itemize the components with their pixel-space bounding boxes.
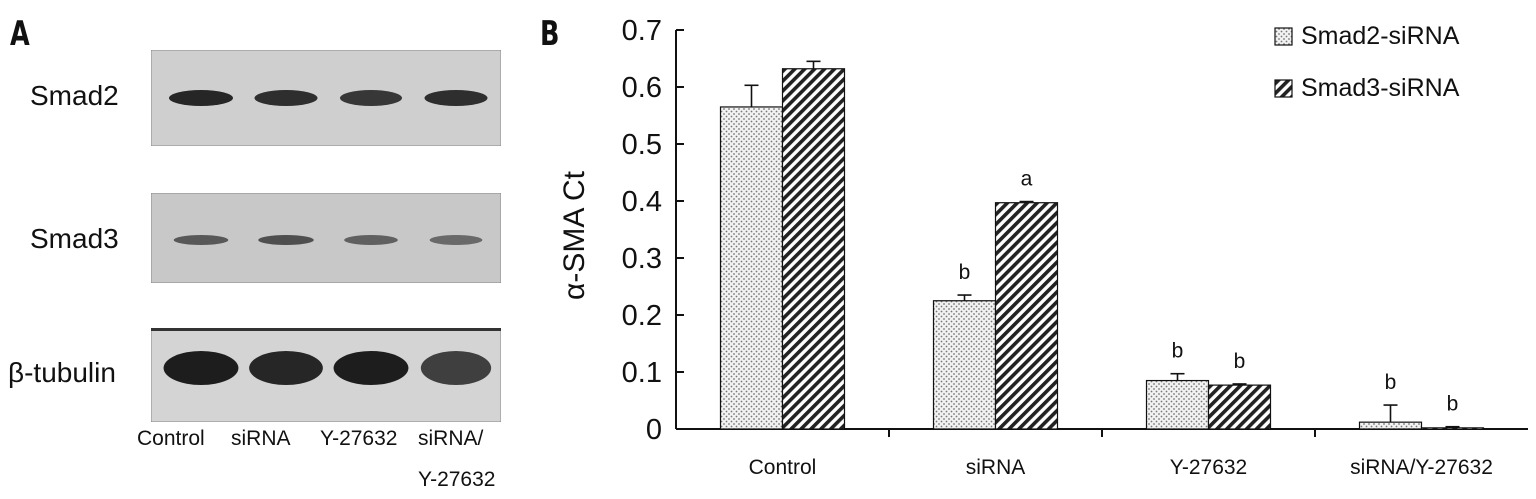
bar-smad2-4	[1358, 421, 1423, 430]
y-tick-label: 0.2	[622, 300, 662, 332]
lane-label-y27632: Y-27632	[320, 427, 398, 450]
band-smad2-lane-2	[254, 90, 318, 106]
y-tick-label: 0.5	[622, 129, 662, 161]
y-tick-label: 0.4	[622, 186, 662, 218]
band-tubulin-lane-2	[249, 351, 323, 385]
y-tick-label: 0.6	[622, 72, 662, 104]
bar-smad3-3	[1207, 384, 1272, 430]
bar-smad3-1	[781, 68, 846, 430]
bar-smad2-1	[719, 106, 784, 430]
bar-smad2-3	[1145, 379, 1210, 430]
blot-beta-tubulin	[150, 327, 502, 423]
legend-label-1: Smad2-siRNA	[1301, 22, 1460, 50]
band-tubulin-lane-1	[163, 351, 239, 385]
blot-smad3-image	[150, 192, 502, 284]
significance-label: b	[1447, 393, 1459, 416]
lane-label-sirna-slash: siRNA/	[418, 427, 484, 450]
legend-label-2: Smad3-siRNA	[1301, 74, 1460, 102]
band-smad3-lane-1	[173, 235, 229, 245]
band-smad2-lane-4	[424, 90, 488, 106]
bar-smad2-2	[932, 300, 997, 430]
bar-smad3-2	[994, 202, 1059, 430]
blot-smad3	[150, 192, 502, 284]
legend-swatch-2	[1274, 79, 1293, 98]
blot-label-smad3: Smad3	[30, 223, 119, 254]
significance-label: b	[959, 261, 971, 284]
band-tubulin-lane-4	[420, 351, 492, 385]
band-smad3-lane-2	[258, 235, 314, 245]
y-tick-label: 0	[646, 414, 662, 446]
legend-swatch-1	[1274, 27, 1293, 46]
band-smad2-lane-3	[339, 90, 403, 106]
blot-smad2	[150, 49, 502, 147]
panel-b-label: B	[540, 14, 560, 54]
panel-a-label: A	[10, 14, 30, 54]
band-smad3-lane-3	[344, 235, 398, 245]
lane-label-y27632-second-line: Y-27632	[418, 468, 496, 491]
blot-label-beta-tubulin: β-tubulin	[8, 357, 116, 388]
x-category-label: siRNA/Y-27632	[1350, 456, 1493, 479]
y-tick-label: 0.7	[622, 15, 662, 47]
band-tubulin-lane-3	[333, 351, 409, 385]
blot-label-smad2: Smad2	[30, 80, 119, 111]
blot-smad2-image	[150, 49, 502, 147]
significance-label: a	[1021, 168, 1033, 191]
significance-label: b	[1172, 340, 1184, 363]
x-category-label: Y-27632	[1170, 456, 1247, 479]
blot-beta-tubulin-image	[150, 327, 502, 423]
x-category-label: Control	[749, 456, 817, 479]
lane-label-sirna: siRNA	[231, 427, 291, 450]
band-smad3-lane-4	[429, 235, 483, 245]
lane-label-control: Control	[137, 427, 205, 450]
bar-smad3-4	[1420, 427, 1485, 430]
y-tick-label: 0.3	[622, 243, 662, 275]
x-category-label: siRNA	[966, 456, 1026, 479]
y-tick-label: 0.1	[622, 357, 662, 389]
significance-label: b	[1385, 371, 1397, 394]
band-smad2-lane-1	[168, 90, 234, 106]
y-axis-title: α-SMA Ct	[558, 170, 591, 300]
significance-label: b	[1234, 350, 1246, 373]
